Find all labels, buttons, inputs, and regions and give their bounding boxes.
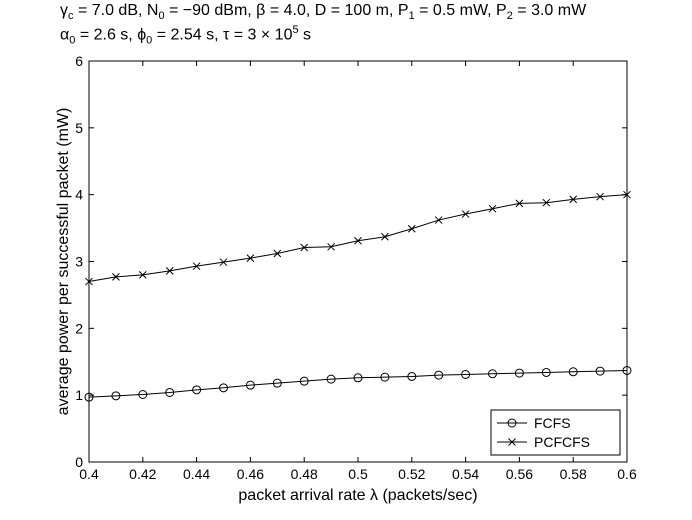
x-marker (488, 204, 497, 213)
x-marker (138, 271, 147, 279)
plot-area-frame (88, 60, 628, 463)
chart-title-line-2: α0 = 2.6 s, ϕ0 = 2.54 s, τ = 3 × 105 s (60, 24, 311, 47)
series-line (88, 369, 628, 398)
y-tick-label: 0 (75, 454, 83, 470)
x-marker (596, 192, 604, 201)
x-marker (569, 195, 578, 204)
x-tick-label: 0.52 (398, 466, 425, 482)
x-marker (327, 242, 335, 251)
circle-marker (622, 365, 632, 375)
title-fragment: γ (60, 2, 68, 19)
circle-marker (272, 378, 282, 388)
circle-marker (111, 391, 121, 401)
series-line (88, 194, 628, 283)
circle-marker (568, 367, 578, 377)
circle-marker (299, 376, 309, 386)
x-marker (381, 232, 389, 241)
title-fragment: 5 (292, 24, 299, 36)
x-marker (623, 190, 631, 199)
x-tick-label: 0.58 (560, 466, 587, 482)
x-marker (273, 249, 282, 258)
y-tick-label: 1 (75, 387, 83, 403)
title-fragment: 0 (158, 10, 165, 23)
circle-marker (595, 366, 605, 376)
title-fragment: 0 (69, 34, 76, 47)
x-tick-label: 0.56 (506, 466, 533, 482)
title-fragment: s (298, 26, 312, 44)
circle-marker (219, 383, 228, 393)
circle-marker (84, 392, 94, 402)
legend-box (490, 409, 621, 456)
circle-marker (380, 372, 390, 382)
circle-marker (138, 389, 148, 399)
y-tick-label: 4 (75, 187, 83, 203)
circle-marker (326, 374, 336, 384)
title-fragment: 0 (146, 34, 153, 47)
x-tick-label: 0.54 (452, 466, 479, 482)
x-tick-label: 0.46 (237, 466, 264, 482)
y-tick-label: 5 (75, 120, 83, 136)
x-marker (508, 438, 516, 446)
x-marker (461, 210, 470, 218)
x-axis-label: packet arrival rate λ (packets/sec) (238, 487, 477, 504)
circle-marker (514, 368, 524, 378)
x-tick-label: 0.4 (79, 466, 99, 482)
circle-marker (407, 371, 417, 381)
title-fragment: 1 (408, 10, 415, 23)
circle-marker (245, 380, 255, 390)
legend: FCFS PCFCFS (490, 409, 621, 456)
legend-label: FCFS (534, 415, 571, 431)
y-axis-label: average power per successful packet (mW) (55, 108, 72, 416)
series-fcfs (84, 365, 632, 402)
title-fragment: = −90 dBm, β = 4.0, D = 100 m, P (164, 2, 409, 19)
y-tick-label: 2 (75, 320, 83, 336)
x-marker (192, 262, 201, 271)
x-marker (300, 243, 309, 252)
legend-label: PCFCFS (534, 434, 590, 450)
series-pcfcfs (85, 190, 631, 286)
x-marker (542, 198, 551, 207)
chart-title-line-1: γc = 7.0 dB, N0 = −90 dBm, β = 4.0, D = … (60, 2, 586, 22)
x-tick-label: 0.42 (129, 466, 156, 482)
x-tick-label: 0.44 (183, 466, 210, 482)
title-fragment: 2 (506, 10, 513, 23)
x-marker (112, 273, 120, 281)
x-marker (219, 258, 228, 267)
title-fragment: c (68, 10, 74, 23)
x-marker (246, 254, 255, 263)
x-tick-label: 0.48 (291, 466, 318, 482)
circle-marker (434, 370, 444, 380)
title-fragment: = 3.0 mW (512, 2, 587, 19)
circle-marker (165, 387, 175, 397)
circle-marker (353, 373, 363, 383)
title-fragment: = 2.6 s, ϕ (75, 26, 147, 44)
x-tick-label: 0.5 (348, 466, 368, 482)
x-marker (354, 236, 362, 245)
circle-marker (541, 367, 551, 377)
circle-marker (488, 369, 497, 379)
circle-marker (192, 385, 202, 395)
title-fragment: = 7.0 dB, N (73, 2, 159, 19)
circle-marker (461, 369, 471, 379)
x-marker (407, 224, 416, 233)
title-fragment: α (60, 26, 70, 44)
x-marker (434, 216, 443, 224)
circle-marker (507, 418, 517, 428)
y-tick-label: 6 (75, 53, 83, 69)
x-marker (165, 267, 174, 275)
y-tick-label: 3 (75, 254, 83, 270)
x-marker (85, 277, 93, 286)
title-fragment: = 0.5 mW, P (414, 2, 507, 19)
title-fragment: = 2.54 s, τ = 3 × 10 (152, 26, 293, 44)
x-marker (515, 199, 524, 208)
x-tick-label: 0.6 (617, 466, 637, 482)
